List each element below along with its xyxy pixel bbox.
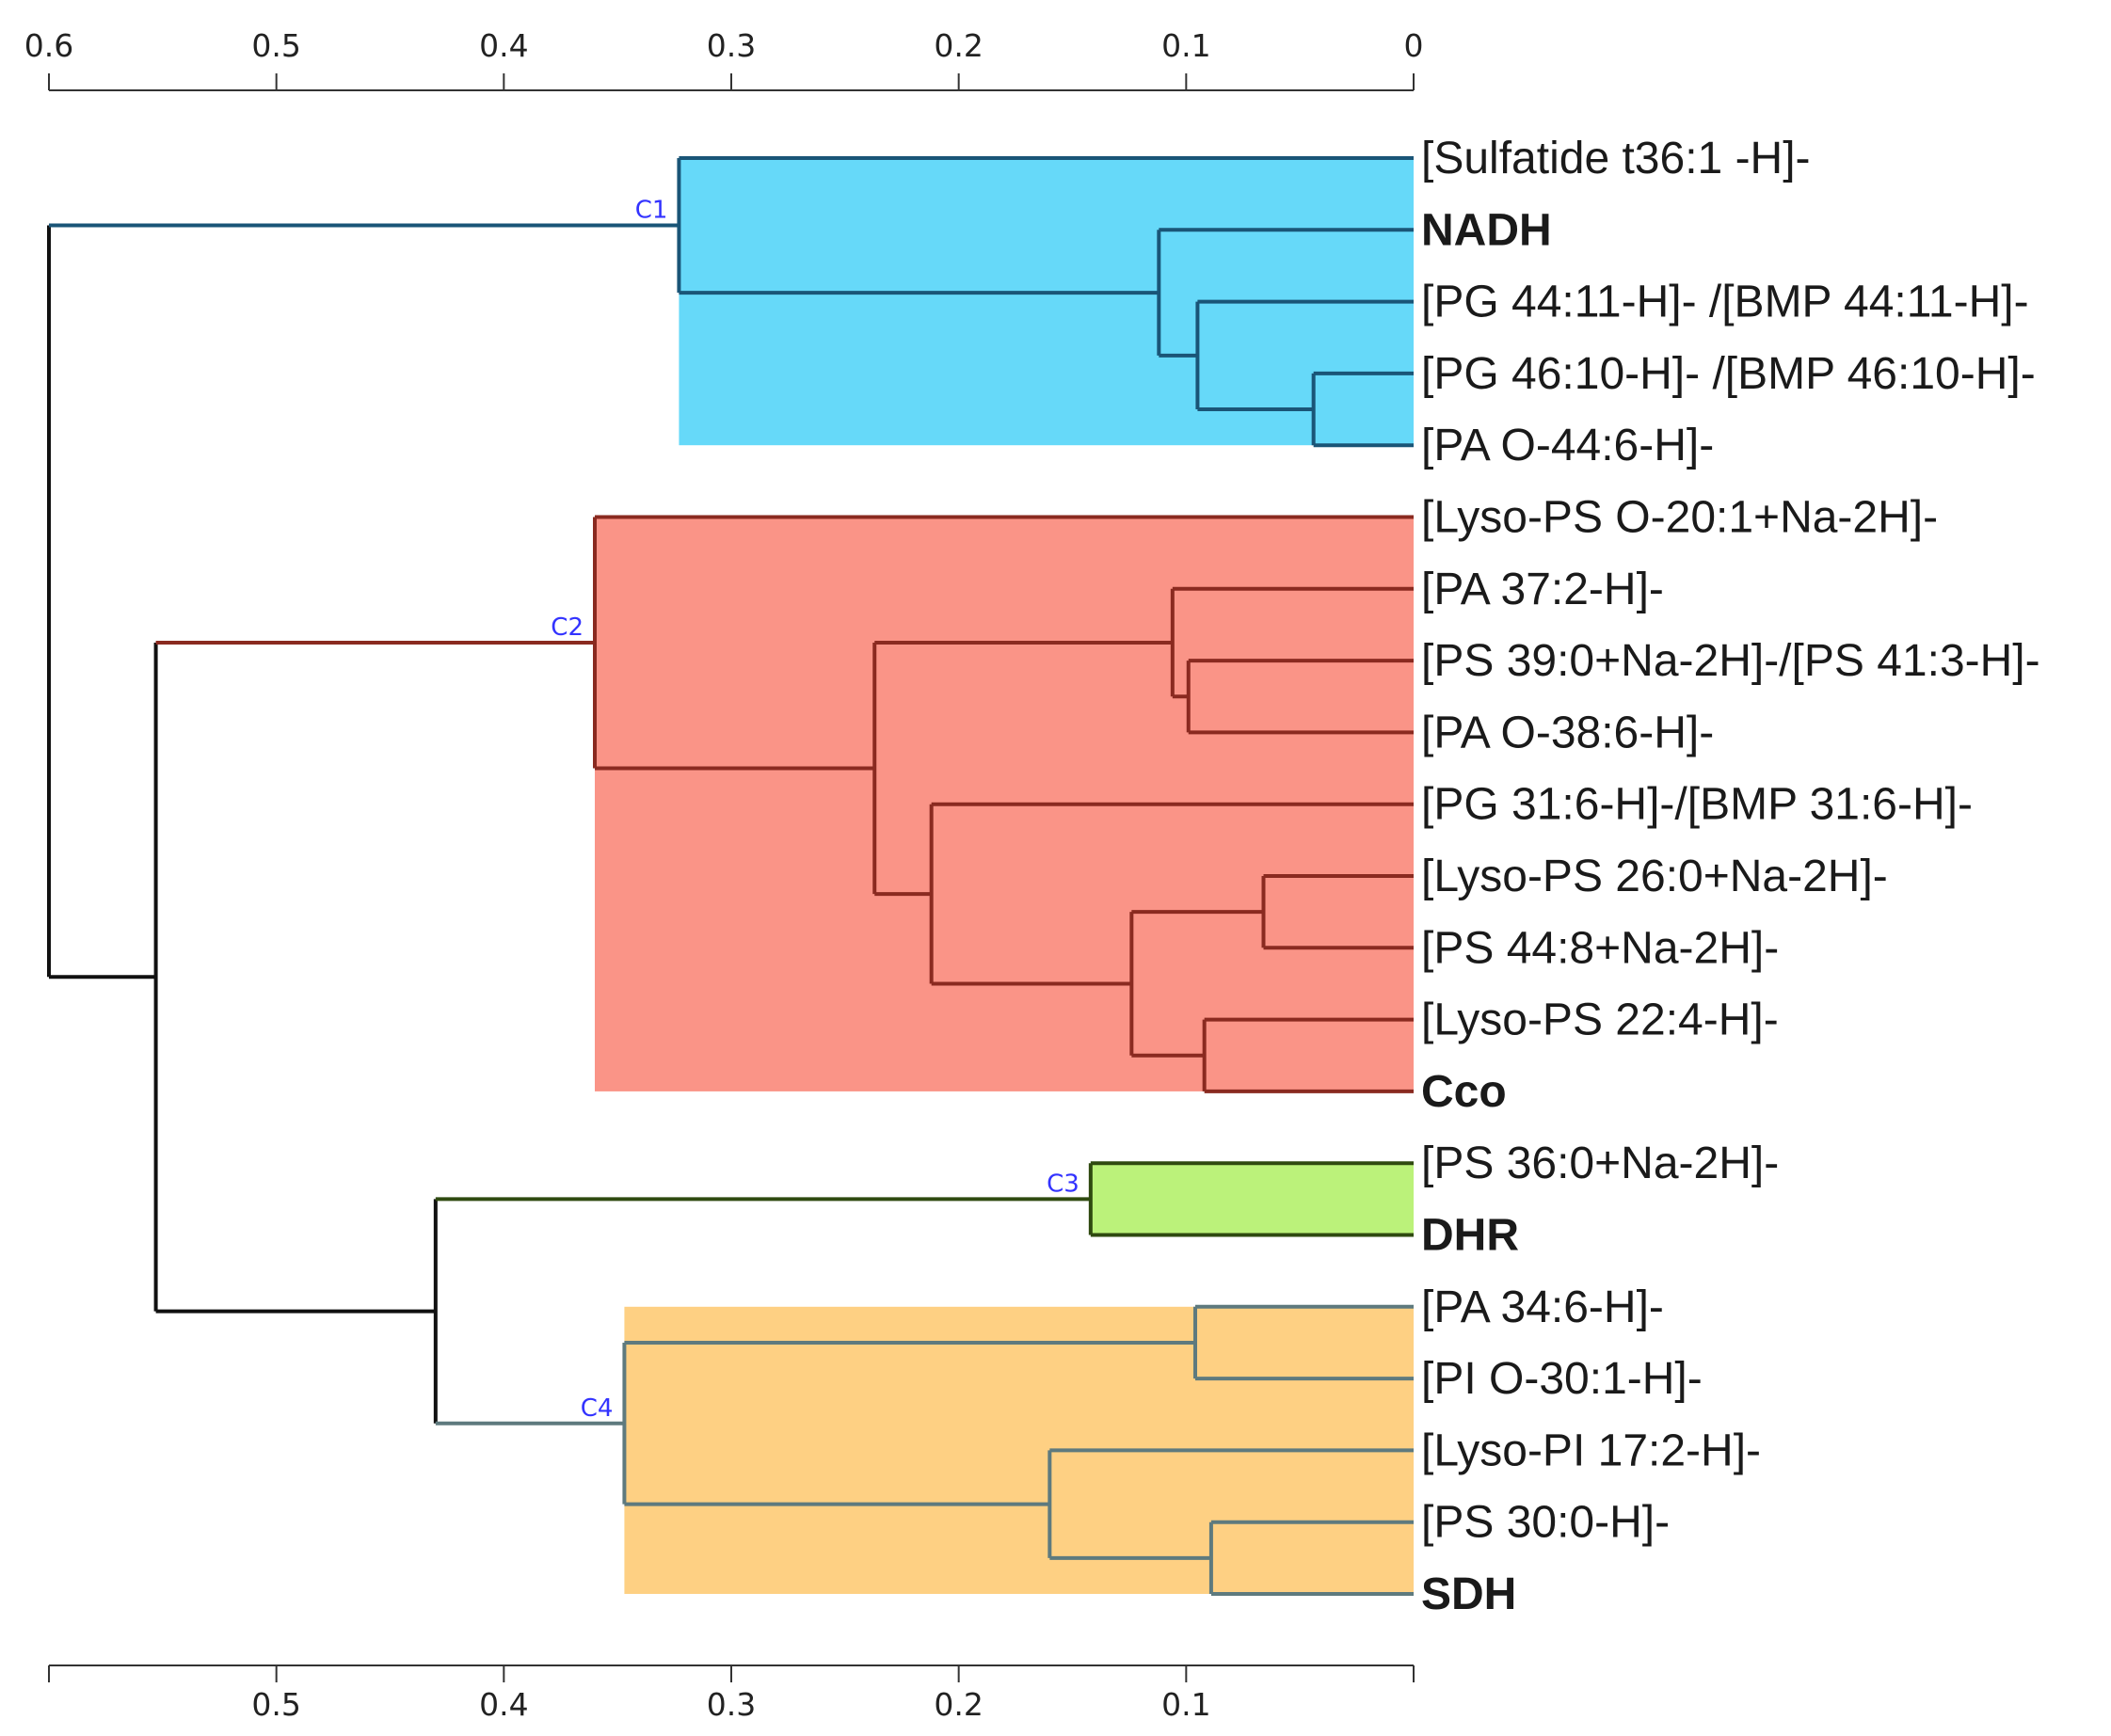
top-tick-label-0: 0.6 — [24, 27, 73, 64]
top-tick-label-5: 0.1 — [1161, 27, 1210, 64]
dendrogram-links — [47, 156, 1414, 1596]
leaf-label-11: [PS 44:8+Na-2H]- — [1421, 923, 1779, 973]
leaf-label-13: Cco — [1421, 1067, 1507, 1117]
leaf-label-17: [PI O-30:1-H]- — [1421, 1354, 1703, 1404]
leaf-label-0: [Sulfatide t36:1 -H]- — [1421, 134, 1811, 183]
leaf-label-1: NADH — [1421, 205, 1552, 255]
bottom-tick-label-4: 0.2 — [934, 1686, 983, 1723]
leaf-label-5: [Lyso-PS O-20:1+Na-2H]- — [1421, 493, 1938, 543]
leaf-label-19: [PS 30:0-H]- — [1421, 1498, 1670, 1548]
leaf-label-10: [Lyso-PS 26:0+Na-2H]- — [1421, 852, 1888, 901]
leaf-label-8: [PA O-38:6-H]- — [1421, 708, 1714, 757]
leaf-label-6: [PA 37:2-H]- — [1421, 565, 1664, 614]
cluster-label-c4: C4 — [581, 1394, 614, 1423]
leaf-label-14: [PS 36:0+Na-2H]- — [1421, 1139, 1779, 1188]
top-tick-label-2: 0.4 — [479, 27, 528, 64]
leaf-label-3: [PG 46:10-H]- /[BMP 46:10-H]- — [1421, 349, 2036, 399]
leaf-label-4: [PA O-44:6-H]- — [1421, 421, 1714, 470]
top-tick-label-6: 0 — [1404, 27, 1424, 64]
leaf-label-20: SDH — [1421, 1569, 1516, 1619]
cluster-label-c2: C2 — [551, 613, 584, 642]
top-tick-label-1: 0.5 — [251, 27, 300, 64]
leaf-label-9: [PG 31:6-H]-/[BMP 31:6-H]- — [1421, 780, 1973, 830]
cluster-fill-c3 — [1090, 1163, 1414, 1235]
leaf-label-7: [PS 39:0+Na-2H]-/[PS 41:3-H]- — [1421, 636, 2040, 686]
leaf-label-12: [Lyso-PS 22:4-H]- — [1421, 995, 1779, 1045]
leaf-labels: [Sulfatide t36:1 -H]- NADH [PG 44:11-H]- /… — [1421, 134, 2040, 1619]
leaf-label-15: DHR — [1421, 1211, 1519, 1261]
leaf-label-16: [PA 34:6-H]- — [1421, 1282, 1664, 1332]
top-axis: 0.6 0.5 0.4 0.3 0.2 0.1 0 — [24, 27, 1424, 91]
top-tick-label-3: 0.3 — [707, 27, 756, 64]
bottom-tick-label-1: 0.5 — [251, 1686, 300, 1723]
leaf-label-2: [PG 44:11-H]- /[BMP 44:11-H]- — [1421, 278, 2029, 327]
bottom-axis: 0.5 0.4 0.3 0.2 0.1 — [48, 1664, 1415, 1723]
bottom-tick-label-3: 0.3 — [707, 1686, 756, 1723]
cluster-label-c3: C3 — [1047, 1170, 1079, 1198]
bottom-tick-label-2: 0.4 — [479, 1686, 528, 1723]
cluster-labels: C1 C2 C3 C4 — [551, 197, 1079, 1423]
bottom-tick-label-5: 0.1 — [1161, 1686, 1210, 1723]
cluster-label-c1: C1 — [635, 197, 668, 225]
leaf-label-18: [Lyso-PI 17:2-H]- — [1421, 1425, 1761, 1475]
top-tick-label-4: 0.2 — [934, 27, 983, 64]
